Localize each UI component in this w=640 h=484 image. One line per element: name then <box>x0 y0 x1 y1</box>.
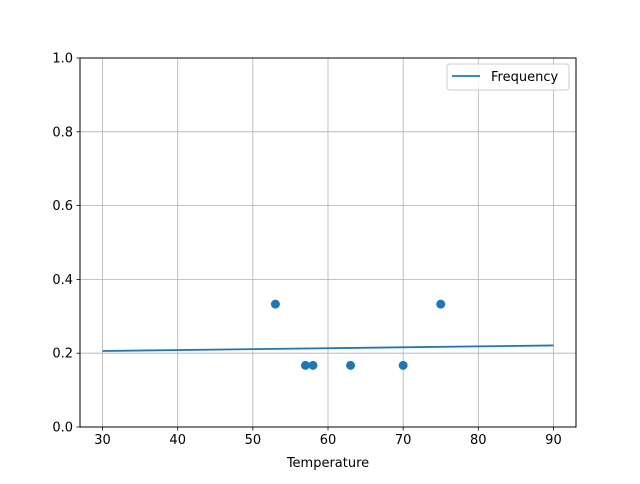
x-tick-label: 90 <box>545 433 562 448</box>
x-tick-label: 60 <box>320 433 337 448</box>
x-tick-label: 80 <box>470 433 487 448</box>
x-tick-label: 40 <box>169 433 186 448</box>
scatter-point <box>308 360 318 370</box>
scatter-point <box>270 299 280 309</box>
scatter-point <box>346 360 356 370</box>
legend-label: Frequency <box>491 70 558 85</box>
scatter-point <box>436 299 446 309</box>
grid <box>80 57 576 428</box>
x-tick-label: 50 <box>245 433 262 448</box>
scatter-point <box>300 360 310 370</box>
x-tick-label: 70 <box>395 433 412 448</box>
scatter-point <box>398 360 408 370</box>
y-tick-label: 0.0 <box>52 421 73 436</box>
x-tick-label: 30 <box>94 433 111 448</box>
y-tick-label: 0.8 <box>52 125 73 140</box>
legend-box <box>446 63 570 91</box>
y-tick-label: 0.2 <box>52 347 73 362</box>
y-tick-label: 0.6 <box>52 199 73 214</box>
y-tick-label: 1.0 <box>52 52 73 67</box>
frequency-line <box>102 344 554 352</box>
series <box>102 299 554 370</box>
y-tick-label: 0.4 <box>52 273 73 288</box>
ticks: 30 40 50 60 70 80 90 0.0 0.2 0.4 0.6 0.8 1.0 <box>52 52 561 449</box>
legend: Frequency <box>446 63 570 91</box>
x-axis-label: Temperature <box>286 456 369 471</box>
